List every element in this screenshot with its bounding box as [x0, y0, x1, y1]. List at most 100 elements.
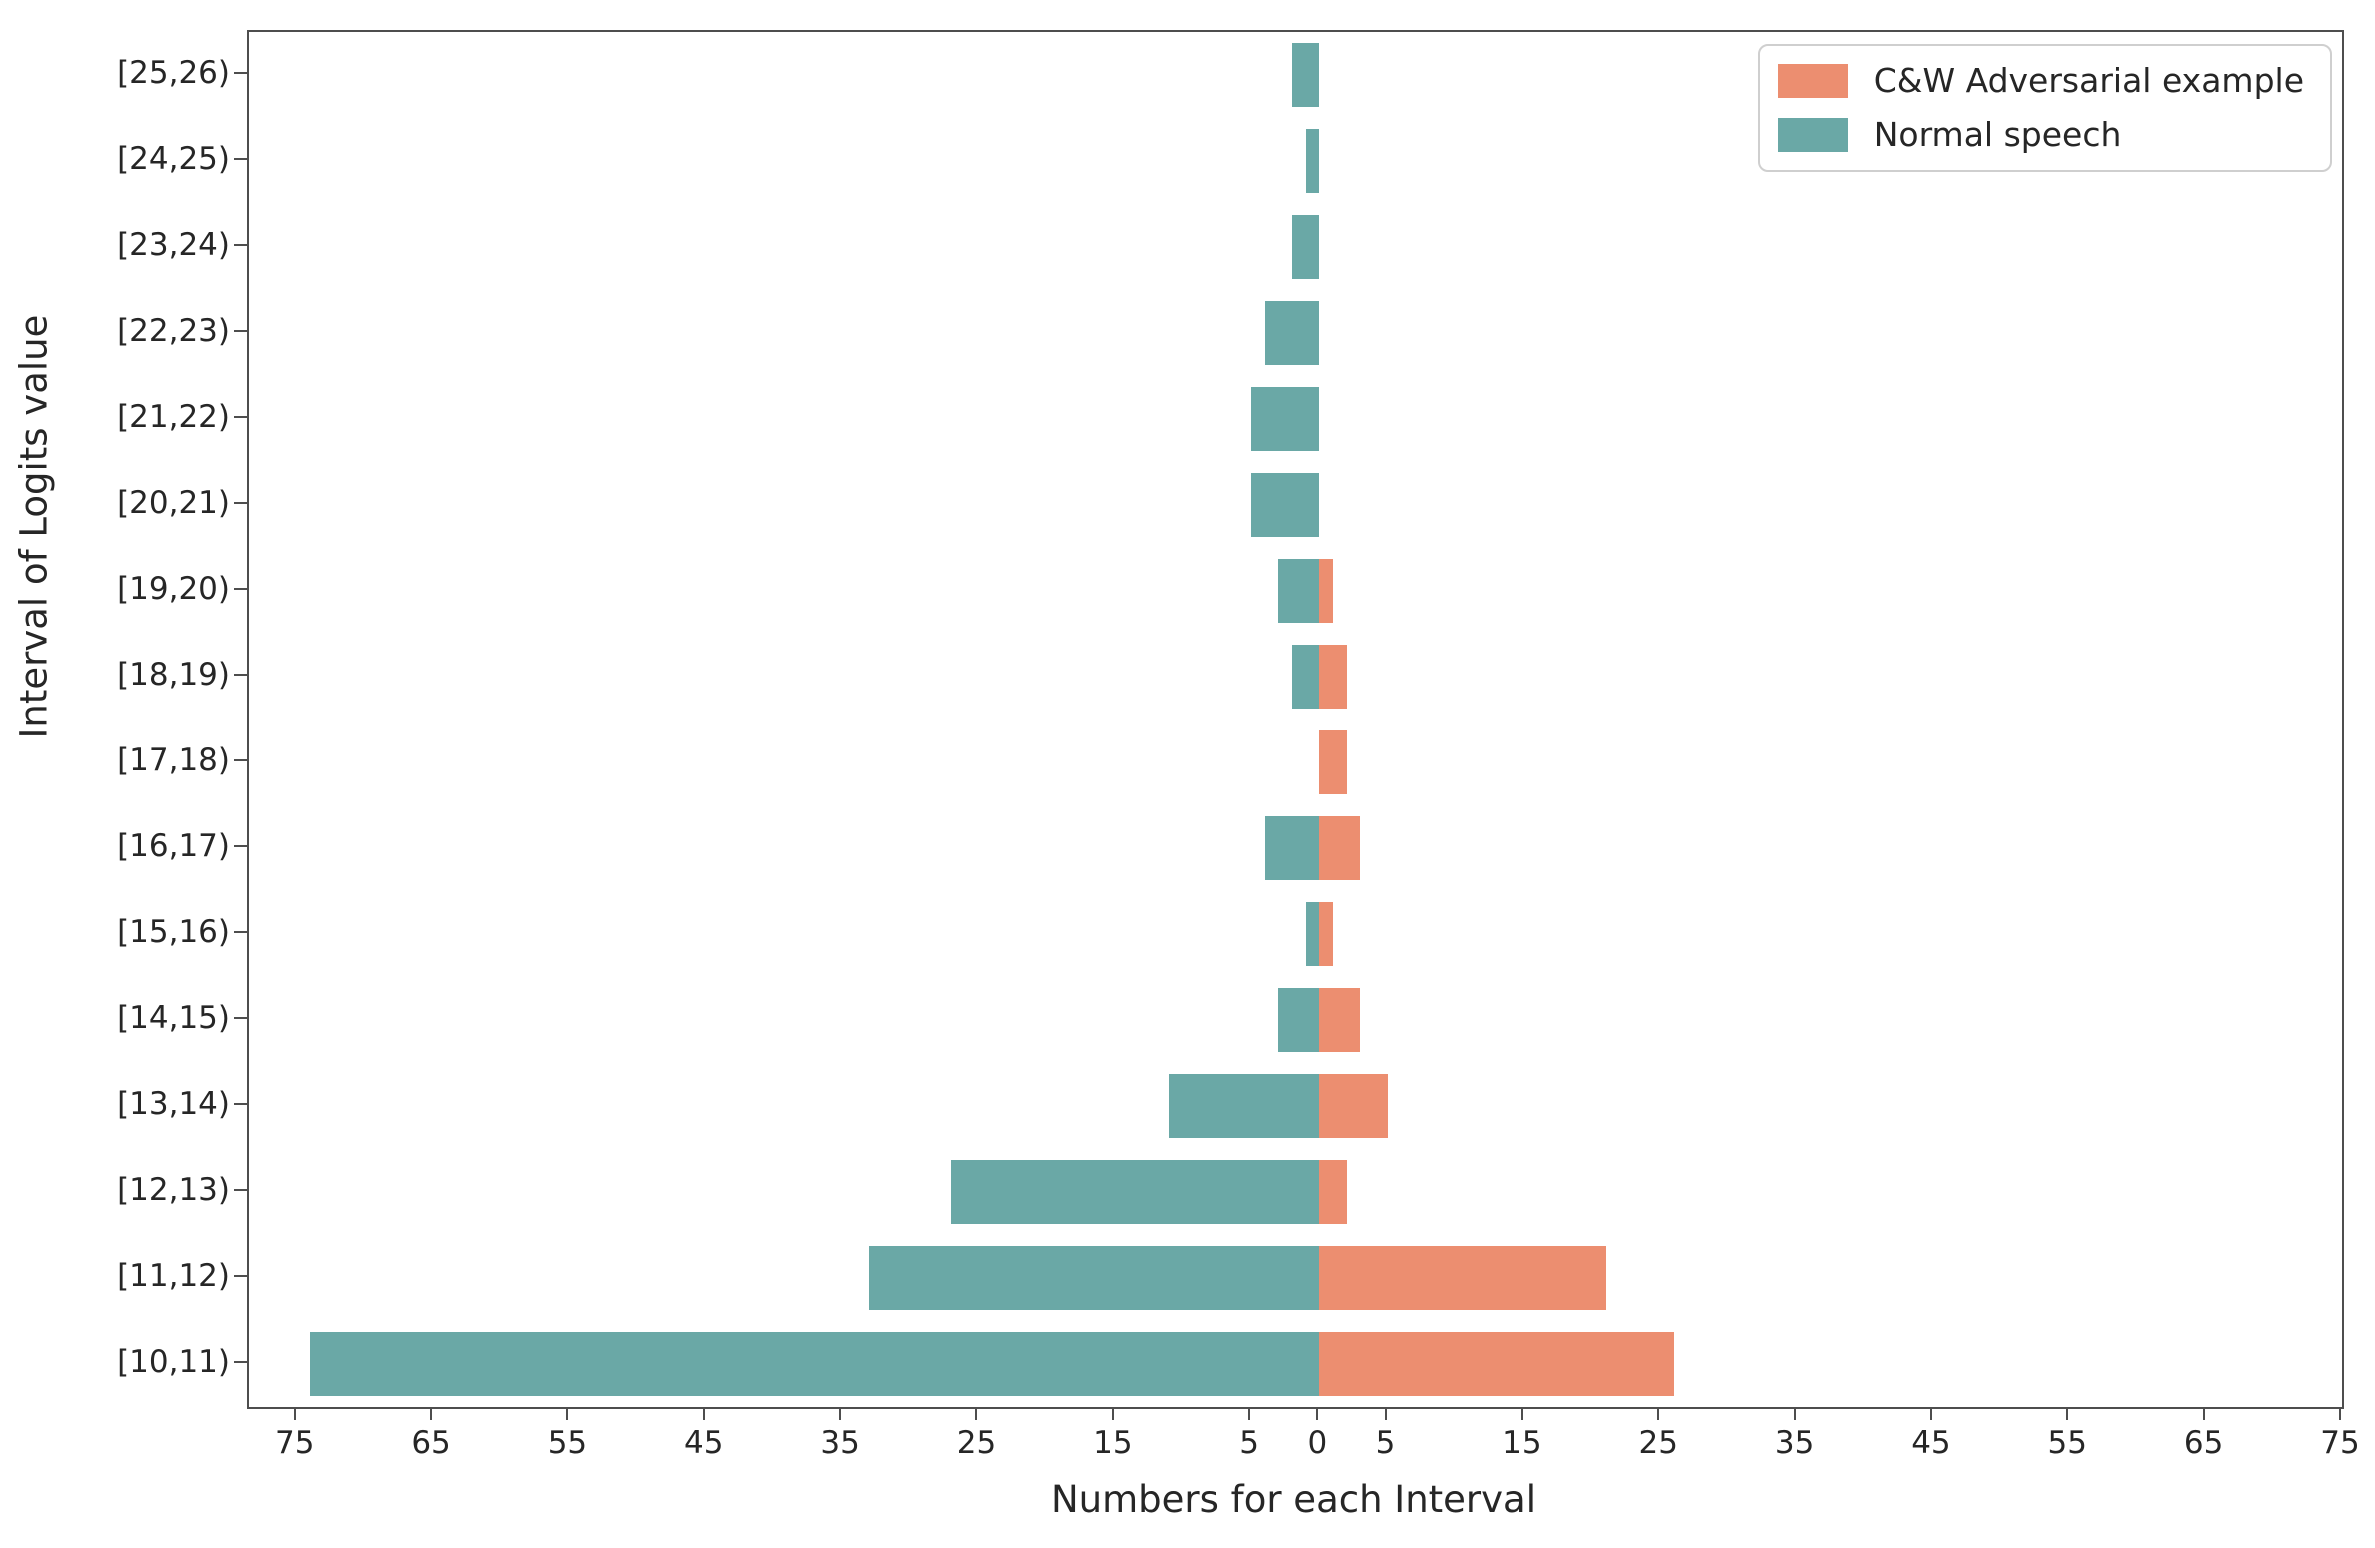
x-tick-label: 45 — [684, 1425, 724, 1461]
bar-adversarial-[15,16) — [1319, 902, 1333, 967]
legend-label-normal: Normal speech — [1873, 115, 2122, 154]
x-tick-label: 35 — [1774, 1425, 1815, 1461]
bar-adversarial-[10,11) — [1319, 1332, 1674, 1397]
x-tick-mark — [1384, 1407, 1387, 1420]
y-tick-label: [20,21) — [117, 484, 230, 521]
x-tick-mark — [1657, 1407, 1660, 1420]
y-tick-mark — [234, 501, 247, 504]
x-tick-label: 35 — [820, 1425, 860, 1461]
y-tick-label: [12,13) — [117, 1172, 230, 1209]
bar-normal-[10,11) — [310, 1332, 1320, 1397]
x-tick-mark — [1316, 1407, 1319, 1420]
bar-adversarial-[18,19) — [1319, 644, 1347, 709]
x-tick-mark — [2339, 1407, 2341, 1420]
x-tick-mark — [430, 1407, 433, 1420]
x-tick-mark — [1929, 1407, 1932, 1420]
bar-adversarial-[17,18) — [1319, 730, 1347, 795]
y-tick-label: [10,11) — [117, 1344, 230, 1381]
x-tick-label: 75 — [2320, 1425, 2360, 1461]
x-tick-label: 15 — [1502, 1425, 1542, 1461]
y-axis-label: Interval of Logits value — [12, 314, 56, 739]
y-tick-mark — [234, 1189, 247, 1192]
y-tick-mark — [234, 157, 247, 160]
x-tick-mark — [1111, 1407, 1114, 1420]
x-tick-label: 55 — [2047, 1425, 2087, 1461]
x-tick-mark — [2202, 1407, 2205, 1420]
y-tick-label: [17,18) — [117, 742, 230, 779]
x-tick-mark — [566, 1407, 569, 1420]
y-tick-mark — [234, 71, 247, 74]
legend-swatch-adversarial-icon — [1777, 64, 1848, 98]
x-tick-label: 75 — [274, 1425, 315, 1461]
bar-normal-[22,23) — [1264, 300, 1320, 365]
y-tick-label: [22,23) — [117, 312, 230, 349]
x-tick-mark — [1520, 1407, 1523, 1420]
x-tick-label: 65 — [411, 1425, 451, 1461]
legend-item-adversarial: C&W Adversarial example — [1777, 61, 2304, 100]
y-tick-label: [23,24) — [117, 226, 230, 263]
bar-normal-[25,26) — [1292, 42, 1320, 107]
y-tick-label: [15,16) — [117, 914, 230, 951]
bar-normal-[12,13) — [951, 1160, 1320, 1225]
bar-normal-[23,24) — [1292, 214, 1320, 279]
y-tick-mark — [234, 1361, 247, 1364]
bar-normal-[13,14) — [1169, 1074, 1320, 1139]
x-tick-label: 55 — [547, 1425, 588, 1461]
bar-normal-[14,15) — [1278, 988, 1320, 1053]
x-tick-mark — [1248, 1407, 1251, 1420]
bar-normal-[20,21) — [1251, 472, 1320, 537]
legend-label-adversarial: C&W Adversarial example — [1873, 61, 2304, 100]
bar-adversarial-[12,13) — [1319, 1160, 1347, 1225]
y-tick-label: [19,20) — [117, 570, 230, 607]
x-tick-label: 15 — [1093, 1425, 1133, 1461]
bar-normal-[21,22) — [1251, 386, 1320, 451]
bar-normal-[11,12) — [869, 1246, 1320, 1311]
x-tick-mark — [293, 1407, 296, 1420]
bar-normal-[18,19) — [1292, 644, 1320, 709]
y-tick-mark — [234, 845, 247, 848]
y-tick-mark — [234, 759, 247, 762]
y-tick-label: [13,14) — [117, 1086, 230, 1123]
bar-normal-[15,16) — [1305, 902, 1320, 967]
x-tick-mark — [839, 1407, 842, 1420]
x-tick-mark — [1793, 1407, 1796, 1420]
x-tick-mark — [702, 1407, 705, 1420]
x-tick-mark — [975, 1407, 978, 1420]
y-tick-mark — [234, 243, 247, 246]
bar-normal-[24,25) — [1305, 128, 1320, 193]
x-tick-label: 5 — [1239, 1425, 1260, 1461]
bar-adversarial-[19,20) — [1319, 558, 1333, 623]
legend-item-normal: Normal speech — [1777, 115, 2304, 154]
y-tick-label: [16,17) — [117, 828, 230, 865]
bar-normal-[19,20) — [1278, 558, 1320, 623]
y-tick-mark — [234, 587, 247, 590]
x-tick-label: 0 — [1307, 1425, 1328, 1461]
x-tick-label: 5 — [1375, 1425, 1396, 1461]
y-tick-label: [11,12) — [117, 1258, 230, 1295]
y-tick-label: [21,22) — [117, 398, 230, 435]
y-tick-mark — [234, 329, 247, 332]
legend: C&W Adversarial example Normal speech — [1757, 44, 2332, 172]
x-tick-label: 65 — [2183, 1425, 2224, 1461]
bar-adversarial-[11,12) — [1319, 1246, 1606, 1311]
y-tick-mark — [234, 1103, 247, 1106]
bar-normal-[16,17) — [1264, 816, 1320, 881]
y-tick-label: [14,15) — [117, 1000, 230, 1037]
legend-swatch-normal-icon — [1777, 118, 1848, 152]
bar-adversarial-[16,17) — [1319, 816, 1361, 881]
y-tick-label: [25,26) — [117, 54, 230, 91]
y-tick-mark — [234, 415, 247, 418]
y-tick-mark — [234, 673, 247, 676]
y-tick-label: [18,19) — [117, 656, 230, 693]
x-tick-label: 25 — [956, 1425, 997, 1461]
x-tick-label: 45 — [1911, 1425, 1951, 1461]
y-tick-mark — [234, 1017, 247, 1020]
x-axis-label: Numbers for each Interval — [1051, 1478, 1536, 1521]
x-tick-mark — [2066, 1407, 2069, 1420]
bar-adversarial-[13,14) — [1319, 1074, 1388, 1139]
y-tick-mark — [234, 931, 247, 934]
bar-adversarial-[14,15) — [1319, 988, 1361, 1053]
x-tick-label: 25 — [1638, 1425, 1678, 1461]
plot-area: C&W Adversarial example Normal speech — [247, 30, 2344, 1409]
